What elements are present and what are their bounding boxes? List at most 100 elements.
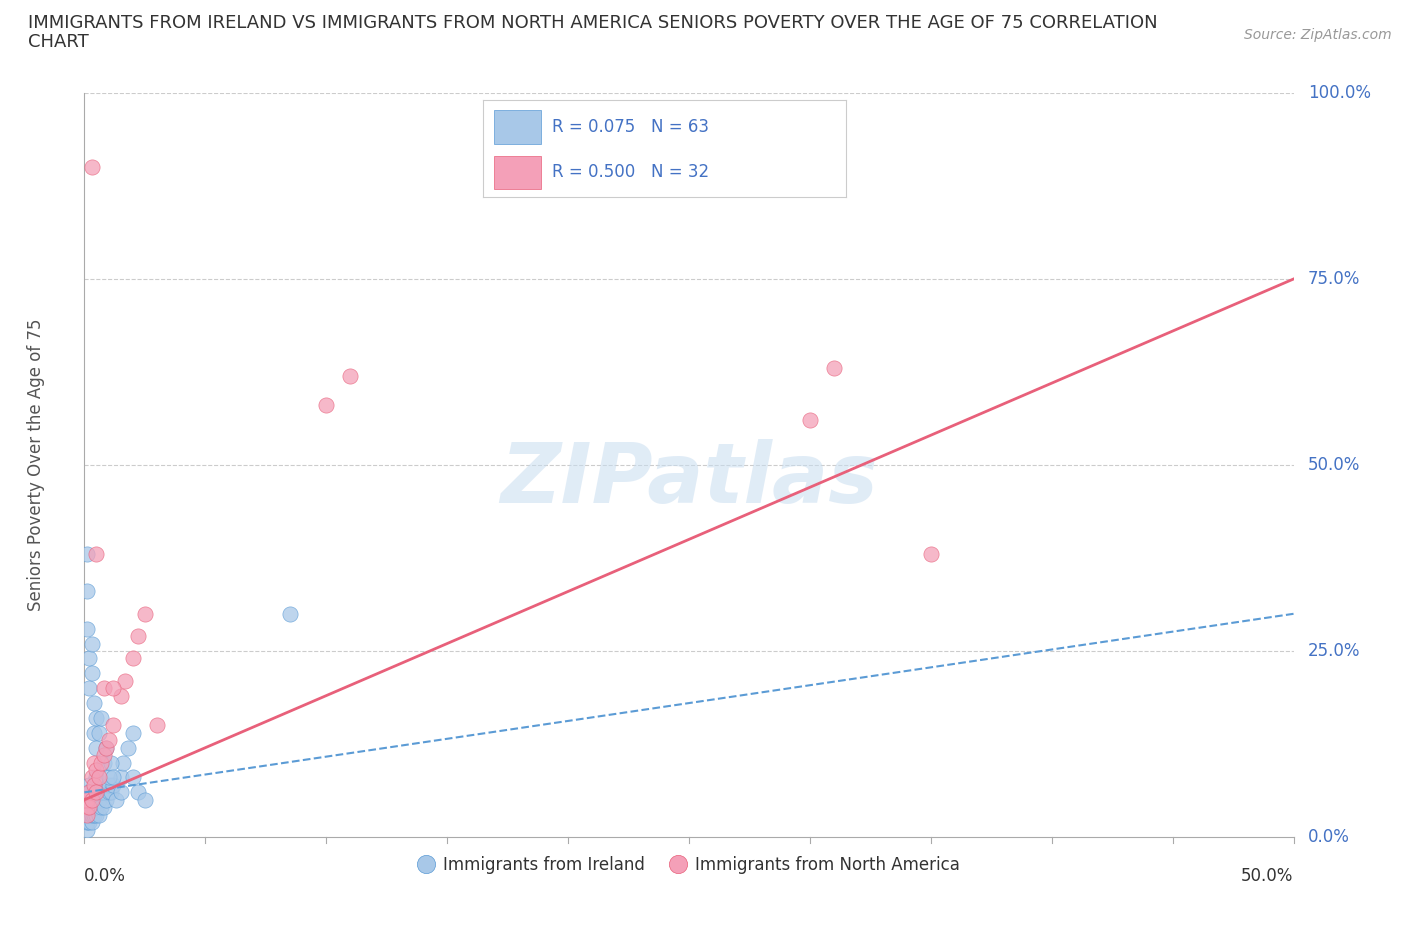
- Point: [93, 800, 115, 815]
- Point: [799, 413, 821, 428]
- Point: [134, 792, 156, 807]
- Point: [76, 792, 98, 807]
- Point: [104, 792, 127, 807]
- Point: [86, 800, 108, 815]
- Point: [77, 807, 100, 822]
- Point: [87, 792, 110, 807]
- Point: [76, 800, 98, 815]
- Point: [86, 711, 108, 725]
- Point: [77, 815, 100, 830]
- Point: [103, 777, 125, 792]
- Point: [86, 770, 108, 785]
- Legend: Immigrants from Ireland, Immigrants from North America: Immigrants from Ireland, Immigrants from…: [412, 849, 966, 881]
- Point: [77, 681, 100, 696]
- Point: [93, 785, 115, 800]
- Point: [80, 636, 103, 651]
- Point: [80, 160, 103, 175]
- Point: [100, 785, 122, 800]
- Point: [121, 725, 143, 740]
- Point: [110, 770, 132, 785]
- Point: [97, 777, 120, 792]
- Point: [87, 770, 110, 785]
- Point: [80, 807, 103, 822]
- Point: [77, 777, 100, 792]
- Point: [76, 621, 98, 636]
- Point: [90, 711, 112, 725]
- Point: [103, 681, 125, 696]
- Point: [83, 792, 105, 807]
- Point: [76, 800, 98, 815]
- Point: [87, 725, 110, 740]
- Point: [110, 785, 132, 800]
- Point: [77, 792, 100, 807]
- Text: CHART: CHART: [28, 33, 89, 50]
- Point: [76, 822, 98, 837]
- Point: [103, 770, 125, 785]
- Point: [94, 792, 117, 807]
- Point: [278, 606, 301, 621]
- Point: [76, 807, 98, 822]
- Point: [77, 785, 100, 800]
- Text: Seniors Poverty Over the Age of 75: Seniors Poverty Over the Age of 75: [27, 319, 45, 611]
- Text: 0.0%: 0.0%: [84, 867, 127, 884]
- Point: [80, 800, 103, 815]
- Point: [86, 763, 108, 777]
- Point: [86, 547, 108, 562]
- Point: [94, 740, 117, 755]
- Point: [76, 807, 98, 822]
- Point: [80, 815, 103, 830]
- Point: [823, 361, 845, 376]
- Point: [315, 398, 337, 413]
- Point: [110, 688, 132, 703]
- Text: 0.0%: 0.0%: [1308, 828, 1350, 846]
- Point: [93, 755, 115, 770]
- Point: [76, 547, 98, 562]
- Point: [77, 651, 100, 666]
- Point: [83, 696, 105, 711]
- Point: [86, 807, 108, 822]
- Point: [97, 785, 120, 800]
- Point: [97, 770, 120, 785]
- Point: [87, 807, 110, 822]
- Point: [134, 606, 156, 621]
- Point: [80, 792, 103, 807]
- Text: Source: ZipAtlas.com: Source: ZipAtlas.com: [1244, 28, 1392, 42]
- Point: [127, 785, 149, 800]
- Point: [121, 770, 143, 785]
- Point: [76, 807, 98, 822]
- Point: [339, 368, 361, 383]
- Point: [90, 800, 112, 815]
- Point: [90, 755, 112, 770]
- Point: [920, 547, 942, 562]
- Point: [146, 718, 169, 733]
- Point: [103, 718, 125, 733]
- Point: [76, 815, 98, 830]
- Point: [77, 800, 100, 815]
- Point: [76, 785, 98, 800]
- Point: [112, 755, 135, 770]
- Point: [93, 748, 115, 763]
- Point: [94, 740, 117, 755]
- Point: [83, 725, 105, 740]
- Text: IMMIGRANTS FROM IRELAND VS IMMIGRANTS FROM NORTH AMERICA SENIORS POVERTY OVER TH: IMMIGRANTS FROM IRELAND VS IMMIGRANTS FR…: [28, 14, 1157, 32]
- Text: 75.0%: 75.0%: [1308, 270, 1361, 288]
- Point: [86, 785, 108, 800]
- Point: [80, 666, 103, 681]
- Point: [121, 651, 143, 666]
- Point: [80, 770, 103, 785]
- Point: [97, 733, 120, 748]
- Text: 25.0%: 25.0%: [1308, 642, 1361, 660]
- Point: [76, 792, 98, 807]
- Text: 100.0%: 100.0%: [1308, 84, 1371, 102]
- Point: [80, 792, 103, 807]
- Point: [100, 755, 122, 770]
- Point: [83, 777, 105, 792]
- Text: 50.0%: 50.0%: [1308, 456, 1361, 474]
- Point: [90, 785, 112, 800]
- Point: [93, 681, 115, 696]
- Point: [83, 800, 105, 815]
- Point: [83, 755, 105, 770]
- Point: [86, 740, 108, 755]
- Text: 50.0%: 50.0%: [1241, 867, 1294, 884]
- Point: [127, 629, 149, 644]
